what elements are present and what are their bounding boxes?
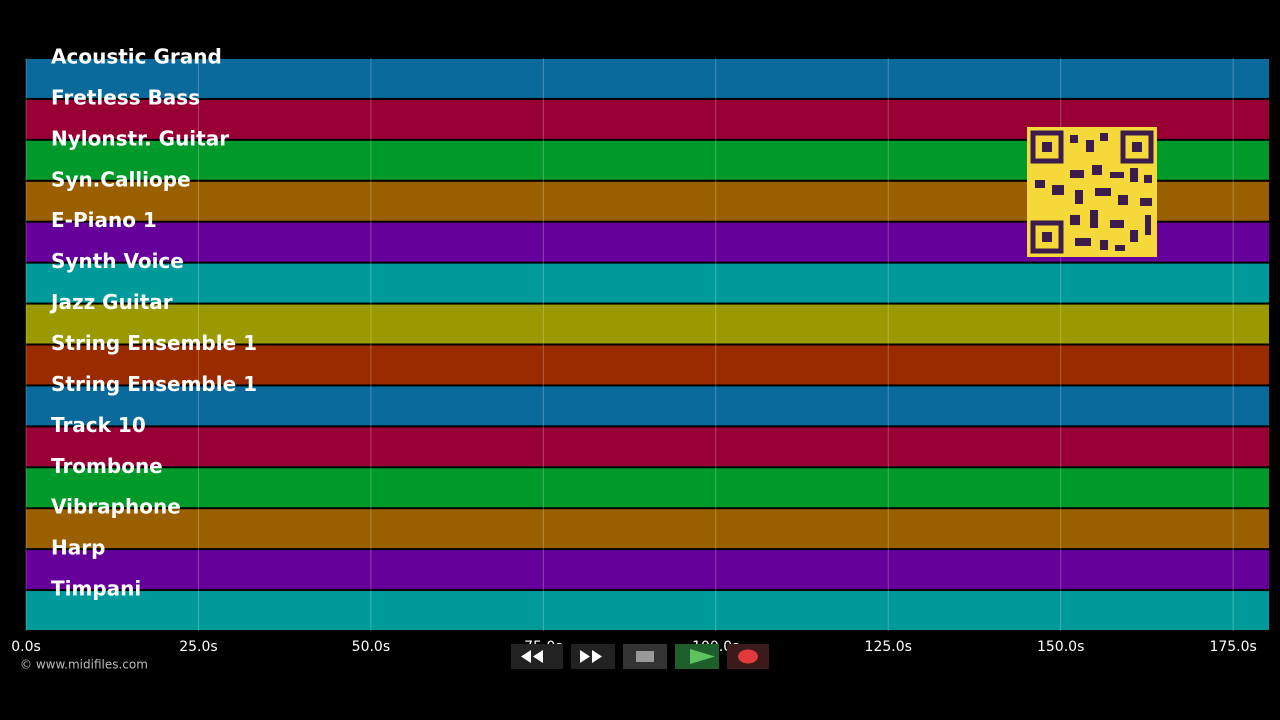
tick-label: 175.0s — [1209, 639, 1256, 655]
track-label: Syn.Calliope — [51, 167, 191, 191]
record-button[interactable] — [727, 644, 769, 669]
qr-code — [1027, 127, 1157, 257]
track-band — [26, 263, 1269, 303]
track-label: Nylonstr. Guitar — [51, 126, 229, 150]
track-label: Acoustic Grand — [51, 45, 222, 69]
track-band — [26, 304, 1269, 344]
track-label: String Ensemble 1 — [51, 372, 257, 396]
track-band — [26, 550, 1269, 590]
track-band — [26, 591, 1269, 630]
track-label: Trombone — [51, 454, 163, 478]
track-label: Jazz Guitar — [49, 290, 173, 314]
credit: © www.midifiles.com — [20, 658, 148, 672]
tick-label: 0.0s — [11, 639, 41, 655]
track-label: Fretless Bass — [51, 85, 200, 109]
track-band — [26, 468, 1269, 508]
play-button[interactable] — [675, 644, 719, 669]
rewind-button[interactable] — [511, 644, 563, 669]
grid — [25, 58, 1234, 631]
track-band — [26, 509, 1269, 549]
tick-label: 25.0s — [179, 639, 217, 655]
tick-label: 125.0s — [865, 639, 912, 655]
tick-label: 50.0s — [352, 639, 390, 655]
track-band — [26, 386, 1269, 426]
stop-button[interactable] — [623, 644, 667, 669]
track-label: String Ensemble 1 — [51, 331, 257, 355]
track-band — [26, 59, 1269, 98]
track-label: E-Piano 1 — [51, 208, 157, 232]
track-label: Timpani — [51, 577, 141, 601]
track-label: Vibraphone — [51, 495, 181, 519]
track-band — [26, 427, 1269, 467]
track-label: Harp — [51, 536, 105, 560]
track-labels: Acoustic Grand Fretless Bass Nylonstr. Gui… — [49, 45, 257, 601]
track-band — [26, 345, 1269, 385]
forward-button[interactable] — [571, 644, 615, 669]
track-label: Track 10 — [51, 413, 146, 437]
track-label: Synth Voice — [51, 249, 184, 273]
playback-controls — [511, 644, 769, 669]
tick-label: 150.0s — [1037, 639, 1084, 655]
